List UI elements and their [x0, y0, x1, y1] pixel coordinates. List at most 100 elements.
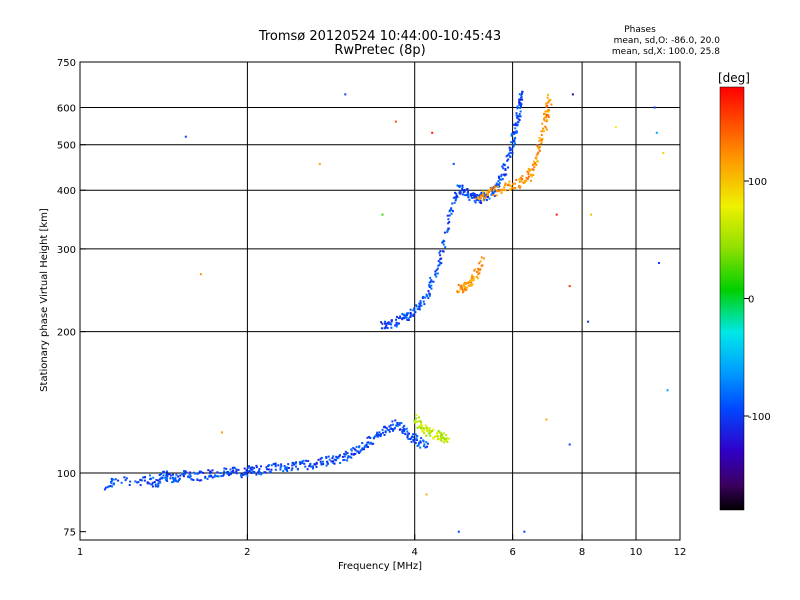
- data-point: [368, 436, 371, 438]
- data-point: [188, 476, 191, 479]
- x-axis-label: Frequency [MHz]: [338, 561, 422, 572]
- data-point: [194, 472, 196, 475]
- data-point: [151, 485, 154, 488]
- data-point: [439, 431, 441, 434]
- data-point: [173, 479, 175, 482]
- data-point: [428, 427, 431, 430]
- data-point: [519, 186, 522, 189]
- data-point: [419, 441, 422, 444]
- data-point: [428, 292, 431, 295]
- data-point: [311, 465, 314, 468]
- data-point: [394, 419, 397, 422]
- data-point: [385, 324, 388, 327]
- data-point: [442, 432, 445, 435]
- data-point: [401, 312, 404, 315]
- data-point: [507, 158, 510, 161]
- data-point: [356, 450, 359, 453]
- data-point: [390, 326, 393, 329]
- data-point: [421, 430, 424, 433]
- data-point: [545, 116, 548, 119]
- data-point: [545, 102, 548, 105]
- data-point: [124, 479, 127, 482]
- data-point: [114, 478, 117, 481]
- data-point: [365, 443, 368, 446]
- data-point: [535, 157, 538, 160]
- data-point: [398, 422, 401, 424]
- data-point: [185, 471, 188, 474]
- data-point: [210, 474, 213, 477]
- data-point: [320, 456, 323, 459]
- data-point: [505, 173, 508, 176]
- data-point: [400, 422, 403, 425]
- data-point: [406, 430, 409, 433]
- data-point: [177, 480, 179, 483]
- data-point: [420, 304, 423, 307]
- data-point: [350, 456, 353, 459]
- data-point: [419, 302, 422, 305]
- data-point: [346, 459, 349, 462]
- data-point: [403, 313, 406, 316]
- data-point: [428, 284, 431, 287]
- data-point: [401, 432, 404, 434]
- data-point: [272, 463, 275, 465]
- data-point: [543, 130, 546, 133]
- data-point: [222, 473, 225, 476]
- data-point: [264, 471, 267, 474]
- data-point: [452, 210, 454, 213]
- data-point: [506, 184, 509, 187]
- data-point: [546, 96, 549, 99]
- data-point: [196, 472, 199, 475]
- data-point: [337, 456, 340, 459]
- data-point: [243, 467, 246, 470]
- data-point: [488, 189, 491, 192]
- x-tick-label: 1: [77, 547, 83, 558]
- data-point: [155, 479, 158, 481]
- data-point: [409, 313, 412, 316]
- data-point: [514, 142, 516, 145]
- data-point: [465, 194, 468, 197]
- data-point: [509, 151, 512, 154]
- y-tick-label: 400: [57, 186, 76, 197]
- data-point: [198, 479, 201, 482]
- data-point: [469, 280, 472, 283]
- data-point: [160, 473, 162, 476]
- data-point: [513, 140, 516, 142]
- data-point: [229, 468, 232, 471]
- data-point: [233, 467, 236, 469]
- data-point: [441, 434, 443, 436]
- data-point: [479, 194, 482, 197]
- data-point: [172, 473, 174, 476]
- data-point: [416, 426, 419, 429]
- data-point: [111, 479, 113, 482]
- data-point: [482, 199, 485, 202]
- data-point: [139, 478, 142, 481]
- data-point: [165, 478, 168, 481]
- data-point: [110, 482, 113, 485]
- data-point: [426, 430, 429, 433]
- data-point: [392, 428, 395, 431]
- data-point: [520, 94, 523, 97]
- data-point: [510, 185, 513, 188]
- data-point: [174, 479, 177, 482]
- data-point: [461, 288, 464, 291]
- data-point: [455, 192, 458, 195]
- data-point: [260, 465, 262, 468]
- data-point: [333, 458, 336, 461]
- data-point: [226, 472, 229, 475]
- data-point: [395, 318, 397, 321]
- data-point: [134, 480, 137, 483]
- data-point: [412, 438, 415, 441]
- data-point: [390, 319, 393, 322]
- data-point: [508, 183, 511, 186]
- data-point: [480, 202, 483, 204]
- data-point: [123, 476, 126, 479]
- data-point: [202, 471, 205, 474]
- data-point: [335, 455, 338, 458]
- x-tick-label: 4: [412, 547, 418, 558]
- data-point: [442, 243, 445, 246]
- data-point: [431, 131, 434, 134]
- data-point: [511, 132, 514, 135]
- data-point: [373, 435, 376, 438]
- data-point: [199, 273, 202, 276]
- data-point: [428, 281, 431, 284]
